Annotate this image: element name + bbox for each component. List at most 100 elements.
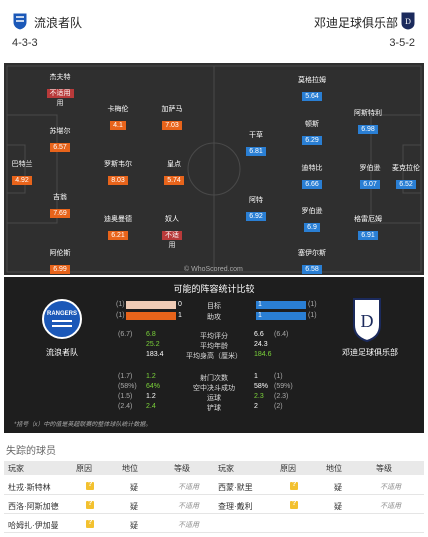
col-player: 玩家 bbox=[8, 464, 24, 473]
away-team-name[interactable]: 邓迪足球俱乐部 bbox=[313, 16, 398, 30]
assists-label: 助攻 bbox=[207, 314, 221, 321]
missing-table-header: 玩家 原因 地位 等级 玩家 原因 地位 等级 bbox=[4, 461, 424, 475]
home-goals-avg: (1) bbox=[116, 301, 125, 308]
home-player[interactable]: 奴人 不适 用 bbox=[142, 215, 202, 250]
stat-label: 射门次数 bbox=[200, 375, 228, 382]
lineup-comparison: 可能的阵容统计比较 RANGERS 流浪者队 D 邓迪足球俱乐部 (1) 0 目… bbox=[4, 277, 424, 433]
away-assists-avg: (1) bbox=[308, 312, 317, 319]
level: 不适用 bbox=[178, 503, 199, 510]
stat-label: 平均身高（厘米） bbox=[186, 353, 242, 360]
question-icon bbox=[86, 519, 94, 528]
goals-label: 目标 bbox=[207, 303, 221, 310]
col-status-2: 地位 bbox=[326, 464, 342, 473]
missing-players-title: 失踪的球员 bbox=[6, 446, 56, 457]
player-name[interactable]: 哈姆扎·伊加曼 bbox=[8, 521, 59, 530]
home-stat-avg: (58%) bbox=[118, 383, 137, 390]
away-player[interactable]: 罗伯逊 6.9 bbox=[301, 208, 323, 232]
rangers-crest-icon: RANGERS bbox=[42, 299, 82, 339]
table-row: 哈姆扎·伊加曼 疑 不适用 bbox=[4, 516, 424, 533]
away-player[interactable]: 麦克拉伦 6.52 bbox=[392, 165, 420, 189]
away-stat-value: 1 bbox=[254, 373, 258, 380]
status: 疑 bbox=[130, 521, 138, 530]
away-stat-value: 6.6 bbox=[254, 331, 264, 338]
status: 疑 bbox=[130, 483, 138, 492]
col-status: 地位 bbox=[122, 464, 138, 473]
svg-text:D: D bbox=[405, 17, 411, 26]
away-assists-value: 1 bbox=[258, 312, 262, 319]
home-player[interactable]: 阿伦斯 6.99 bbox=[49, 250, 71, 274]
home-player[interactable]: 罗斯韦尔 8.03 bbox=[104, 161, 132, 185]
away-formation: 3-5-2 bbox=[389, 37, 415, 49]
home-player[interactable]: 巴特兰 4.92 bbox=[11, 161, 33, 185]
home-stat-avg: (1.7) bbox=[118, 373, 133, 380]
away-stat-value: 24.3 bbox=[254, 341, 268, 348]
home-player[interactable]: 加萨马 7.03 bbox=[161, 106, 183, 130]
home-goals-bar bbox=[126, 301, 176, 309]
away-stat-avg: (6.4) bbox=[274, 331, 289, 338]
home-player[interactable]: 迪奥曼德 6.21 bbox=[104, 216, 132, 240]
away-player[interactable]: 罗伯逊 6.07 bbox=[359, 165, 381, 189]
away-stat-value: 2.3 bbox=[254, 393, 264, 400]
question-icon bbox=[86, 481, 94, 490]
home-stat-avg: (2.4) bbox=[118, 403, 133, 410]
away-stat-value: 184.6 bbox=[254, 351, 272, 358]
question-icon bbox=[290, 481, 298, 490]
dundee-crest-icon: D bbox=[400, 11, 416, 31]
home-player[interactable]: 苏堪尔 6.57 bbox=[49, 128, 71, 152]
home-player[interactable]: 皇点 5.74 bbox=[144, 160, 204, 187]
away-player[interactable]: 塞伊尔斯 6.58 bbox=[298, 250, 326, 274]
home-crest-label: 流浪者队 bbox=[46, 348, 78, 357]
stat-label: 铲球 bbox=[207, 405, 221, 412]
col-reason: 原因 bbox=[76, 464, 92, 473]
away-player[interactable]: 阿斯特利 6.98 bbox=[354, 110, 382, 134]
question-icon bbox=[86, 500, 94, 509]
away-assists-bar bbox=[256, 312, 306, 320]
player-name[interactable]: 西蒙·默里 bbox=[218, 483, 253, 492]
home-formation: 4-3-3 bbox=[12, 37, 38, 49]
away-player[interactable]: 顿斯 6.29 bbox=[282, 120, 342, 147]
home-stat-value: 6.8 bbox=[146, 331, 156, 338]
svg-text:RANGERS: RANGERS bbox=[47, 311, 77, 317]
player-name[interactable]: 杜戎·斯特林 bbox=[8, 483, 51, 492]
svg-text:D: D bbox=[361, 311, 374, 331]
player-name[interactable]: 查理·戴利 bbox=[218, 502, 253, 511]
home-player[interactable]: 卡梅伦 4.1 bbox=[107, 106, 129, 130]
home-player-gk[interactable]: 杰夫特 不适用 用 bbox=[30, 73, 90, 108]
col-level: 等级 bbox=[174, 464, 190, 473]
away-player[interactable]: 迪特比 6.66 bbox=[301, 165, 323, 189]
dundee-crest-icon: D bbox=[353, 298, 381, 343]
rangers-crest-icon bbox=[12, 12, 28, 31]
away-goals-value: 1 bbox=[258, 301, 262, 308]
comparison-title: 可能的阵容统计比较 bbox=[173, 284, 255, 294]
table-row: 西洛·阿斯加德 疑 不适用 查理·戴利 疑 不适用 bbox=[4, 497, 424, 514]
away-player[interactable]: 莫格拉姆 5.64 bbox=[298, 77, 326, 101]
away-player[interactable]: 干草 6.81 bbox=[226, 131, 286, 158]
level: 不适用 bbox=[380, 503, 401, 510]
pitch-lines bbox=[6, 65, 422, 273]
away-stat-avg: (1) bbox=[274, 373, 283, 380]
home-assists-bar bbox=[126, 312, 176, 320]
home-stat-value: 64% bbox=[146, 383, 161, 390]
stat-label: 空中决斗成功 bbox=[193, 385, 235, 392]
level: 不适用 bbox=[178, 522, 199, 529]
home-stat-value: 1.2 bbox=[146, 393, 156, 400]
home-stat-avg: (6.7) bbox=[118, 331, 133, 338]
footnote: *括号（x）中的值是英超联赛的整体球队统计数据。 bbox=[14, 422, 152, 428]
home-assists-value: 1 bbox=[178, 312, 182, 319]
away-goals-bar bbox=[256, 301, 306, 309]
away-stat-avg: (59%) bbox=[274, 383, 293, 390]
player-name[interactable]: 西洛·阿斯加德 bbox=[8, 502, 59, 511]
col-level-2: 等级 bbox=[376, 464, 392, 473]
question-icon bbox=[290, 500, 298, 509]
away-stat-value: 58% bbox=[254, 383, 269, 390]
status: 疑 bbox=[334, 483, 342, 492]
home-team-name[interactable]: 流浪者队 bbox=[34, 16, 83, 30]
level: 不适用 bbox=[380, 484, 401, 491]
home-player[interactable]: 吉翁 7.69 bbox=[30, 193, 90, 220]
away-player[interactable]: 阿特 6.92 bbox=[226, 196, 286, 223]
status: 疑 bbox=[334, 502, 342, 511]
away-player[interactable]: 格雷厄姆 6.91 bbox=[354, 216, 382, 240]
level: 不适用 bbox=[178, 484, 199, 491]
stat-label: 平均评分 bbox=[200, 333, 228, 340]
home-goals-value: 0 bbox=[178, 301, 182, 308]
